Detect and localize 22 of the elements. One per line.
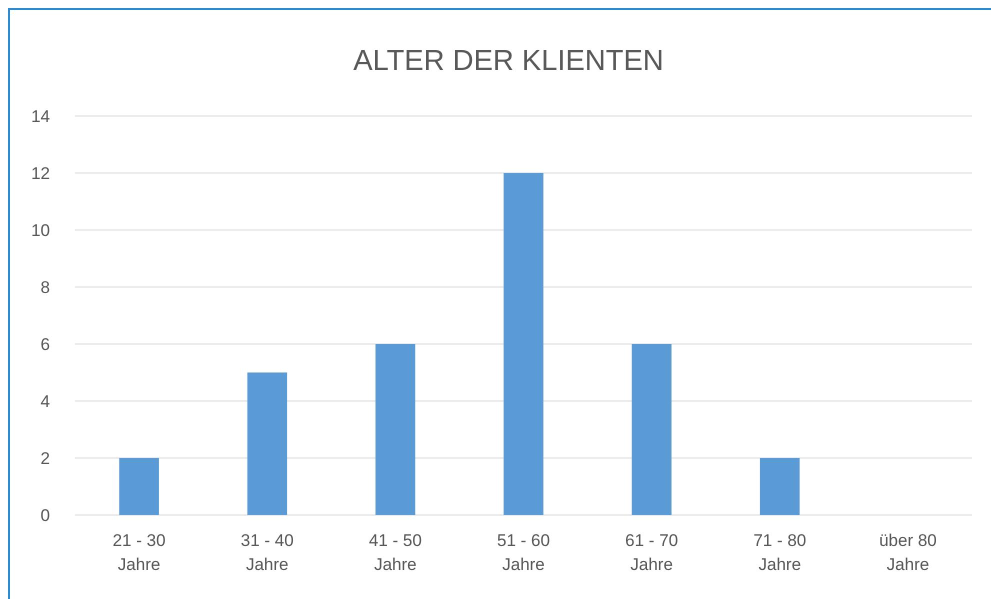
y-tick-label: 2 <box>40 448 50 468</box>
chart-title: ALTER DER KLIENTEN <box>353 45 664 77</box>
x-tick-label: 31 - 40 Jahre <box>240 531 294 574</box>
y-tick-label: 4 <box>40 392 50 411</box>
x-tick-label: 41 - 50 Jahre <box>368 531 422 574</box>
x-tick-label: 61 - 70 Jahre <box>625 531 678 574</box>
bar <box>119 458 159 515</box>
y-tick-label: 10 <box>31 220 50 240</box>
y-tick-label: 14 <box>31 106 50 126</box>
x-tick-label: 51 - 60 Jahre <box>497 531 550 574</box>
x-tick-label: über 80 Jahre <box>879 531 937 574</box>
bar <box>247 372 288 515</box>
y-tick-label: 12 <box>31 164 50 183</box>
bar <box>504 173 544 515</box>
bar <box>375 344 416 515</box>
bar <box>632 344 672 515</box>
y-tick-label: 8 <box>40 278 50 297</box>
x-tick-label: 71 - 80 Jahre <box>753 531 806 574</box>
y-tick-label: 0 <box>40 506 50 525</box>
y-tick-label: 6 <box>40 334 50 354</box>
bar <box>760 458 800 515</box>
x-tick-label: 21 - 30 Jahre <box>112 531 166 574</box>
